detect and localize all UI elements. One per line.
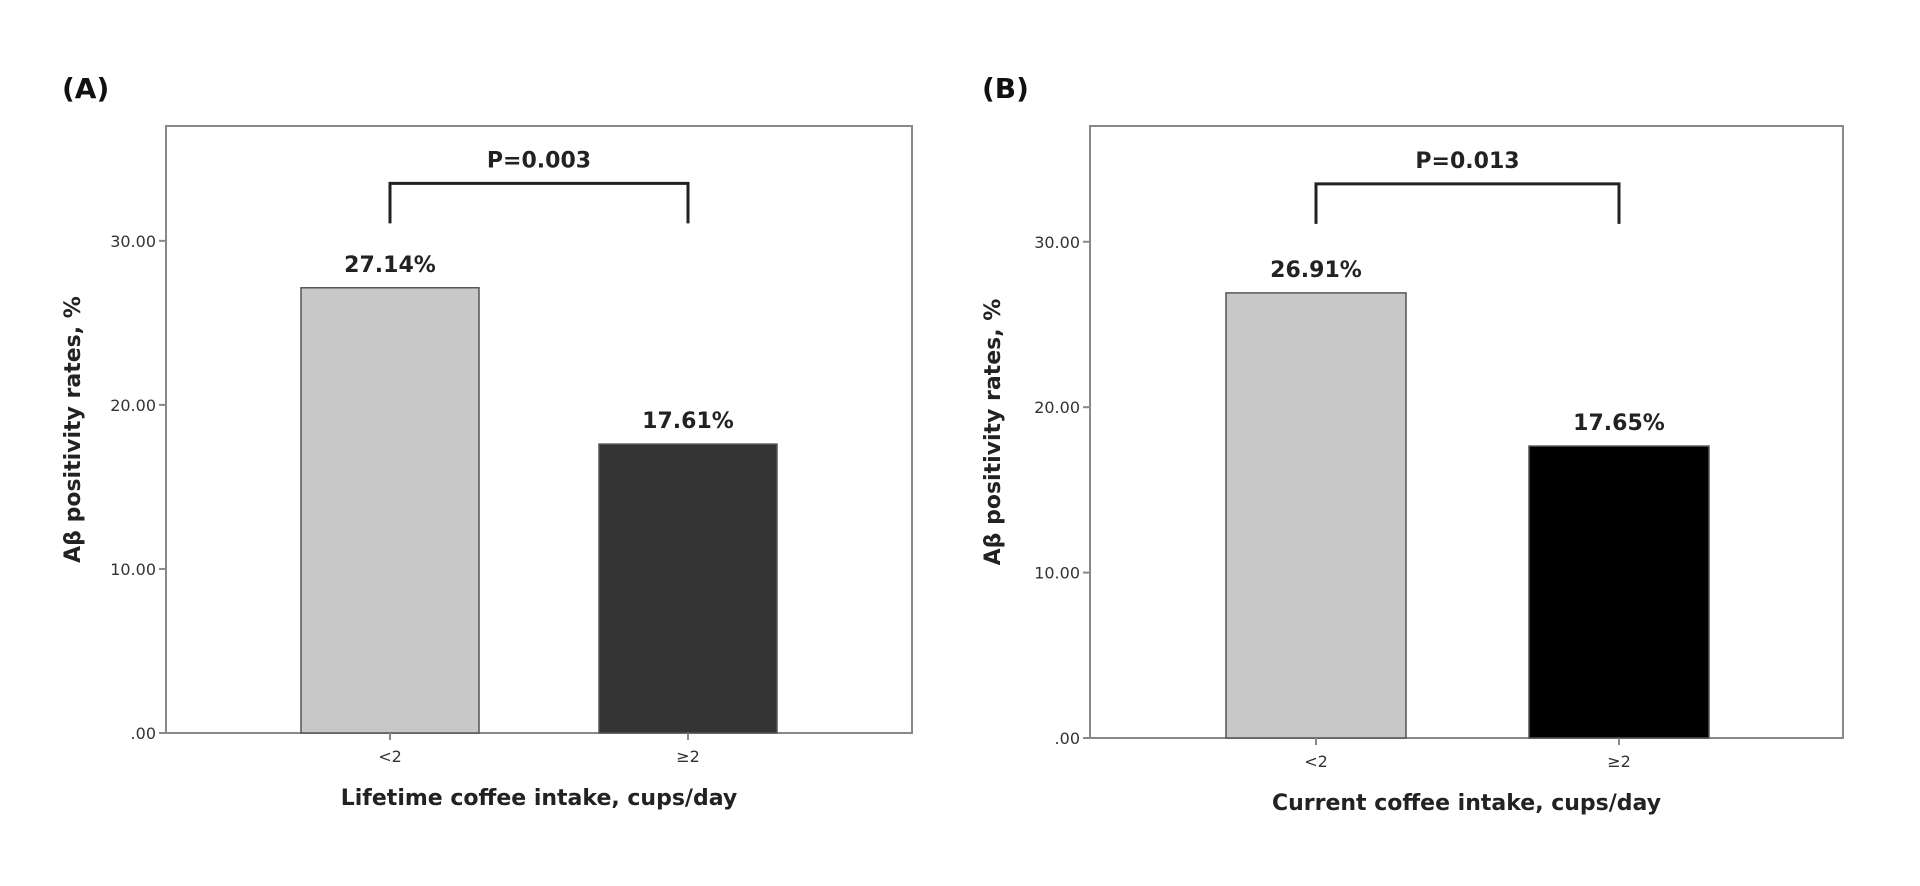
- panel-label: (A): [62, 72, 109, 105]
- bar-0: [1225, 292, 1407, 739]
- panel-label: (B): [982, 72, 1029, 105]
- y-tick-label: 10.00: [1034, 564, 1080, 583]
- x-tick-label: ≥2: [676, 747, 700, 766]
- p-value-label: P=0.003: [487, 148, 591, 173]
- x-axis-title: Current coffee intake, cups/day: [1272, 791, 1661, 816]
- bar-1: [598, 443, 778, 734]
- x-tick-label: ≥2: [1607, 752, 1631, 771]
- p-value-label: P=0.013: [1415, 149, 1519, 174]
- data-label: 17.61%: [642, 409, 734, 434]
- significance-bracket: [1314, 182, 1621, 224]
- data-label: 17.65%: [1573, 411, 1665, 436]
- x-axis-title: Lifetime coffee intake, cups/day: [341, 786, 737, 811]
- y-tick-label: .00: [131, 724, 156, 743]
- chart-panel-a: (A) .00 10.00 20.00 30.00 27.14% <2 17.61% ≥2 P=0…: [61, 72, 913, 811]
- y-tick-label: .00: [1055, 729, 1080, 748]
- y-axis-title: Aβ positivity rates, %: [61, 296, 86, 563]
- bar-1: [1528, 445, 1710, 739]
- data-label: 27.14%: [344, 253, 436, 278]
- y-tick-label: 30.00: [110, 232, 156, 251]
- y-tick-label: 20.00: [110, 396, 156, 415]
- data-label: 26.91%: [1270, 258, 1362, 283]
- x-tick-label: <2: [378, 747, 402, 766]
- plot-frame: [165, 125, 913, 734]
- chart-panel-b: (B) .00 10.00 20.00 30.00 26.91% <2 17.65% ≥2 P=0…: [981, 72, 1844, 816]
- y-tick-label: 30.00: [1034, 233, 1080, 252]
- bar-0: [300, 287, 480, 734]
- y-axis-title: Aβ positivity rates, %: [981, 299, 1006, 566]
- y-tick-label: 10.00: [110, 560, 156, 579]
- y-tick-label: 20.00: [1034, 398, 1080, 417]
- x-tick-label: <2: [1304, 752, 1328, 771]
- plot-frame: [1089, 125, 1844, 739]
- significance-bracket: [388, 181, 690, 224]
